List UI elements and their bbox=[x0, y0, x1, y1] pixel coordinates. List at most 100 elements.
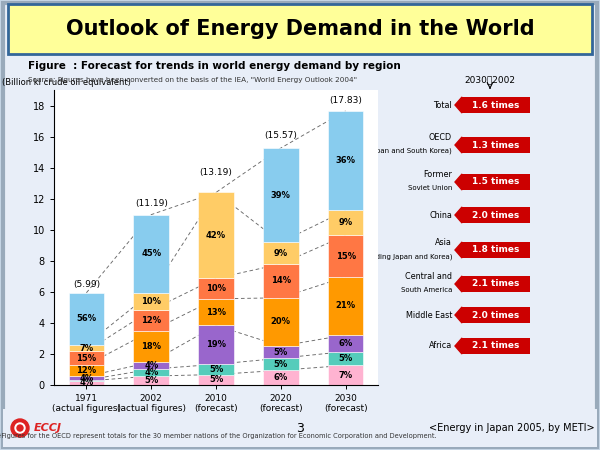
Text: 7%: 7% bbox=[79, 343, 94, 352]
Bar bbox=[68, 293, 104, 345]
Text: 45%: 45% bbox=[141, 249, 161, 258]
Bar bbox=[263, 358, 299, 370]
Bar bbox=[133, 215, 169, 293]
Circle shape bbox=[15, 423, 25, 433]
Bar bbox=[462, 207, 530, 223]
Text: Soviet Union: Soviet Union bbox=[407, 185, 452, 191]
Bar bbox=[198, 325, 234, 364]
Text: Asia: Asia bbox=[435, 238, 452, 247]
Bar bbox=[68, 351, 104, 365]
Text: Source: Figures have been converted on the basis of the IEA, "World Energy Outlo: Source: Figures have been converted on t… bbox=[28, 76, 357, 83]
Text: China: China bbox=[429, 211, 452, 220]
Text: 12%: 12% bbox=[76, 366, 97, 375]
Text: 4%: 4% bbox=[79, 378, 94, 387]
Polygon shape bbox=[455, 276, 462, 292]
Text: 6%: 6% bbox=[338, 339, 353, 348]
Bar bbox=[68, 345, 104, 351]
Text: (excluding Japan and South Korea): (excluding Japan and South Korea) bbox=[331, 148, 452, 154]
Text: 10%: 10% bbox=[141, 297, 161, 306]
Text: 1.6 times: 1.6 times bbox=[472, 100, 520, 109]
Bar bbox=[68, 381, 104, 385]
Bar bbox=[198, 374, 234, 385]
Text: 20%: 20% bbox=[271, 317, 291, 326]
Bar bbox=[462, 242, 530, 258]
Text: Figure  : Forecast for trends in world energy demand by region: Figure : Forecast for trends in world en… bbox=[28, 61, 401, 71]
Text: 2.1 times: 2.1 times bbox=[472, 342, 520, 351]
Bar bbox=[133, 362, 169, 369]
Text: (15.57): (15.57) bbox=[265, 131, 297, 140]
Text: <Energy in Japan 2005, by METI>: <Energy in Japan 2005, by METI> bbox=[430, 423, 595, 433]
Polygon shape bbox=[455, 97, 462, 113]
Bar bbox=[198, 364, 234, 374]
Text: 36%: 36% bbox=[335, 156, 356, 165]
Text: 39%: 39% bbox=[271, 191, 291, 200]
Bar bbox=[328, 351, 364, 365]
Text: 1.5 times: 1.5 times bbox=[472, 177, 520, 186]
Bar bbox=[263, 148, 299, 242]
Bar bbox=[133, 310, 169, 331]
Bar bbox=[68, 365, 104, 376]
Text: Outlook of Energy Demand in the World: Outlook of Energy Demand in the World bbox=[65, 19, 535, 39]
Polygon shape bbox=[455, 307, 462, 323]
Bar bbox=[68, 380, 104, 381]
Text: 14%: 14% bbox=[271, 276, 291, 285]
Text: 2.0 times: 2.0 times bbox=[472, 310, 520, 320]
Text: Central and: Central and bbox=[405, 272, 452, 281]
Bar bbox=[462, 137, 530, 153]
Text: 7%: 7% bbox=[338, 370, 353, 379]
Text: (including Japan and Korea): (including Japan and Korea) bbox=[355, 253, 452, 260]
Circle shape bbox=[11, 419, 29, 437]
Text: (13.19): (13.19) bbox=[200, 168, 232, 177]
Text: 21%: 21% bbox=[335, 302, 356, 310]
Text: (Billion kl crude oil equivalent): (Billion kl crude oil equivalent) bbox=[2, 78, 131, 87]
Text: 1.3 times: 1.3 times bbox=[472, 140, 520, 149]
Bar bbox=[462, 97, 530, 113]
Text: ※Figures for the OECD represent totals for the 30 member nations of the Organiza: ※Figures for the OECD represent totals f… bbox=[0, 433, 436, 439]
Text: 9%: 9% bbox=[338, 218, 353, 227]
Text: South America: South America bbox=[401, 287, 452, 293]
Polygon shape bbox=[455, 338, 462, 354]
Bar bbox=[328, 335, 364, 351]
Bar bbox=[263, 264, 299, 298]
Bar bbox=[328, 235, 364, 277]
Text: Total: Total bbox=[433, 100, 452, 109]
Text: 56%: 56% bbox=[76, 314, 97, 323]
Bar bbox=[263, 370, 299, 385]
Text: 2.0 times: 2.0 times bbox=[472, 211, 520, 220]
Bar bbox=[328, 277, 364, 335]
Text: 5%: 5% bbox=[209, 365, 223, 374]
Text: 15%: 15% bbox=[76, 354, 97, 363]
Bar bbox=[133, 331, 169, 362]
Text: 5%: 5% bbox=[144, 376, 158, 385]
Text: (11.19): (11.19) bbox=[135, 199, 167, 208]
Text: OECD: OECD bbox=[429, 133, 452, 142]
Text: 2.1 times: 2.1 times bbox=[472, 279, 520, 288]
Bar bbox=[198, 279, 234, 299]
Text: 5%: 5% bbox=[274, 348, 288, 357]
Bar bbox=[8, 4, 592, 54]
Bar bbox=[462, 276, 530, 292]
Polygon shape bbox=[455, 242, 462, 258]
Bar bbox=[263, 242, 299, 264]
Text: Middle East: Middle East bbox=[406, 310, 452, 320]
Text: Africa: Africa bbox=[429, 342, 452, 351]
Polygon shape bbox=[455, 137, 462, 153]
Text: 5%: 5% bbox=[338, 354, 353, 363]
Bar bbox=[3, 409, 597, 447]
Bar bbox=[133, 369, 169, 376]
Text: Former: Former bbox=[423, 170, 452, 179]
Bar bbox=[198, 299, 234, 325]
Text: 12%: 12% bbox=[141, 316, 161, 325]
Text: 4%: 4% bbox=[144, 368, 158, 377]
Bar bbox=[68, 376, 104, 380]
Text: 19%: 19% bbox=[206, 340, 226, 349]
Bar bbox=[328, 365, 364, 385]
Bar bbox=[328, 211, 364, 235]
Text: 13%: 13% bbox=[206, 308, 226, 317]
Text: 3: 3 bbox=[296, 422, 304, 435]
Text: 18%: 18% bbox=[141, 342, 161, 351]
Bar bbox=[462, 174, 530, 190]
Text: ECCJ: ECCJ bbox=[34, 423, 62, 433]
Text: (17.83): (17.83) bbox=[329, 96, 362, 105]
Bar bbox=[462, 338, 530, 354]
